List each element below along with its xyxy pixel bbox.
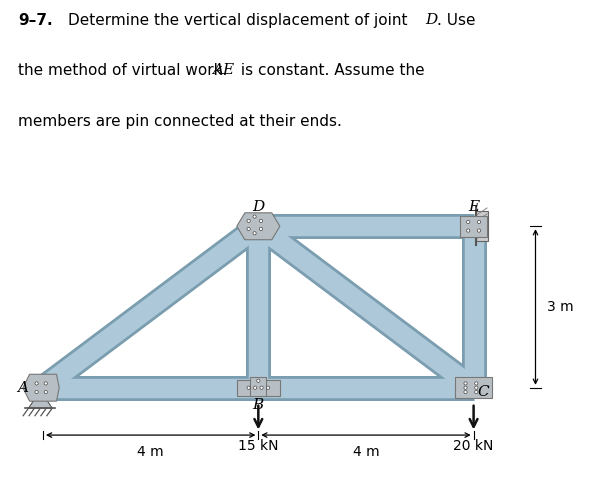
Text: 3 m: 3 m (548, 300, 574, 314)
Text: members are pin connected at their ends.: members are pin connected at their ends. (18, 113, 342, 129)
Bar (477, 211, 488, 242)
Circle shape (464, 390, 467, 393)
Polygon shape (23, 374, 59, 401)
Bar (455, 377, 493, 398)
Text: is constant. Assume the: is constant. Assume the (236, 63, 424, 78)
Circle shape (35, 390, 38, 393)
Polygon shape (237, 213, 280, 240)
Circle shape (475, 382, 478, 385)
Circle shape (247, 386, 250, 389)
Circle shape (466, 229, 470, 232)
Bar (250, 377, 266, 396)
Text: 4 m: 4 m (353, 445, 379, 459)
Circle shape (257, 379, 260, 383)
Circle shape (259, 219, 263, 222)
Circle shape (266, 386, 269, 389)
Circle shape (247, 219, 250, 222)
Circle shape (464, 382, 467, 385)
Text: the method of virtual work.: the method of virtual work. (18, 63, 232, 78)
Text: 15 kN: 15 kN (238, 439, 279, 453)
Text: 9–7.: 9–7. (18, 13, 52, 28)
Text: 4 m: 4 m (137, 445, 164, 459)
Bar (237, 380, 280, 396)
Circle shape (253, 232, 256, 235)
Circle shape (44, 382, 47, 385)
Circle shape (466, 220, 470, 224)
Text: 20 kN: 20 kN (453, 439, 494, 453)
Circle shape (475, 386, 478, 389)
Text: . Use: . Use (437, 13, 475, 28)
Bar (460, 215, 487, 237)
Text: AE: AE (212, 63, 234, 77)
Circle shape (475, 390, 478, 393)
Circle shape (253, 386, 257, 389)
Circle shape (247, 227, 250, 231)
Circle shape (35, 382, 38, 385)
Circle shape (464, 386, 467, 389)
Text: Determine the vertical displacement of joint: Determine the vertical displacement of j… (68, 13, 413, 28)
Circle shape (260, 386, 263, 389)
Circle shape (259, 227, 263, 231)
Text: B: B (253, 398, 264, 412)
Text: D: D (252, 201, 265, 214)
Text: E: E (468, 201, 479, 214)
Circle shape (253, 215, 256, 218)
Circle shape (477, 220, 481, 224)
Circle shape (44, 390, 47, 393)
Text: C: C (478, 385, 489, 399)
Text: D: D (425, 13, 437, 27)
Circle shape (477, 229, 481, 232)
Polygon shape (28, 390, 52, 408)
Text: A: A (17, 381, 28, 395)
